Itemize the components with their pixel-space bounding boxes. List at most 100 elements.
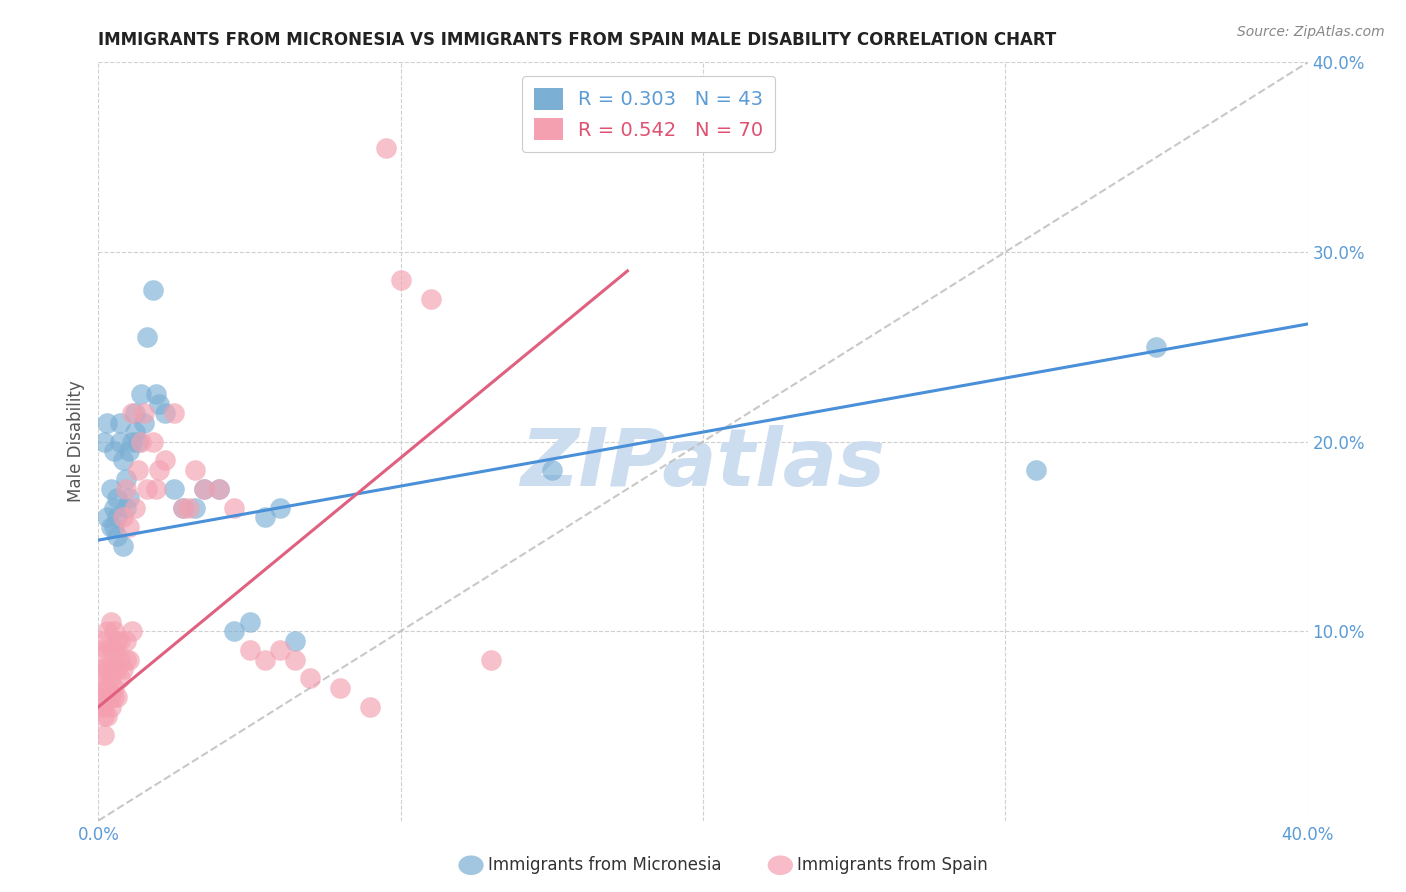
Point <box>105 510 128 524</box>
Point <box>114 473 136 487</box>
Point <box>103 662 125 676</box>
Point <box>96 624 118 639</box>
Point <box>93 699 115 714</box>
Point <box>269 500 291 515</box>
Point <box>124 406 146 420</box>
Point <box>420 293 443 307</box>
Point <box>389 273 412 287</box>
Point <box>118 444 141 458</box>
Text: Immigrants from Spain: Immigrants from Spain <box>797 856 988 874</box>
Point <box>108 652 131 666</box>
Point <box>93 662 115 676</box>
Point <box>108 672 131 686</box>
Point <box>481 652 503 666</box>
Point <box>121 406 143 420</box>
Text: Immigrants from Micronesia: Immigrants from Micronesia <box>488 856 721 874</box>
Point <box>103 444 125 458</box>
Point <box>105 662 128 676</box>
Point <box>124 500 146 515</box>
Point <box>145 387 167 401</box>
Point <box>118 520 141 534</box>
Point <box>100 699 122 714</box>
Point <box>93 633 115 648</box>
Point <box>284 652 307 666</box>
Point <box>329 681 352 695</box>
Point <box>239 643 262 657</box>
Point <box>163 482 186 496</box>
Point <box>114 633 136 648</box>
Point <box>111 510 134 524</box>
Point <box>96 643 118 657</box>
Point <box>90 643 112 657</box>
Point <box>114 652 136 666</box>
Point <box>1024 463 1046 477</box>
Point <box>148 396 170 410</box>
Point <box>299 672 322 686</box>
Point <box>96 681 118 695</box>
Point <box>103 643 125 657</box>
Point <box>103 681 125 695</box>
Point <box>90 681 112 695</box>
Point <box>127 463 149 477</box>
Point <box>100 482 122 496</box>
Point <box>100 520 122 534</box>
Point <box>105 491 128 506</box>
Point <box>103 690 125 705</box>
Point <box>105 690 128 705</box>
Point <box>193 482 215 496</box>
Point <box>90 699 112 714</box>
Point <box>108 434 131 449</box>
Point <box>132 406 155 420</box>
Point <box>96 690 118 705</box>
Point <box>540 463 562 477</box>
Point <box>135 330 157 344</box>
Point <box>114 500 136 515</box>
Point <box>111 539 134 553</box>
Point <box>239 615 262 629</box>
Point <box>184 463 207 477</box>
Point <box>284 633 307 648</box>
Y-axis label: Male Disability: Male Disability <box>66 381 84 502</box>
Point <box>360 699 382 714</box>
Point <box>93 728 115 742</box>
Point <box>121 434 143 449</box>
Point <box>129 434 152 449</box>
Point <box>135 482 157 496</box>
Point <box>269 643 291 657</box>
Point <box>184 500 207 515</box>
Point <box>118 491 141 506</box>
Point <box>100 672 122 686</box>
Point <box>111 662 134 676</box>
Point <box>142 283 165 297</box>
Point <box>172 500 194 515</box>
Point <box>142 434 165 449</box>
Point <box>96 662 118 676</box>
Point <box>208 482 231 496</box>
Text: IMMIGRANTS FROM MICRONESIA VS IMMIGRANTS FROM SPAIN MALE DISABILITY CORRELATION : IMMIGRANTS FROM MICRONESIA VS IMMIGRANTS… <box>98 31 1057 49</box>
Point <box>90 662 112 676</box>
Point <box>111 453 134 467</box>
Text: ZIPatlas: ZIPatlas <box>520 425 886 503</box>
Point <box>100 615 122 629</box>
Point <box>100 690 122 705</box>
Point <box>253 652 276 666</box>
Legend: R = 0.303   N = 43, R = 0.542   N = 70: R = 0.303 N = 43, R = 0.542 N = 70 <box>522 76 775 152</box>
Point <box>108 416 131 430</box>
Point <box>121 624 143 639</box>
Point <box>179 500 201 515</box>
Point <box>153 453 176 467</box>
Point <box>124 425 146 439</box>
Point <box>103 520 125 534</box>
Point <box>153 406 176 420</box>
Point <box>103 500 125 515</box>
Point <box>105 529 128 543</box>
Point <box>148 463 170 477</box>
Point <box>108 633 131 648</box>
Point <box>100 662 122 676</box>
Point <box>129 387 152 401</box>
Point <box>105 633 128 648</box>
Point <box>132 416 155 430</box>
Point <box>96 510 118 524</box>
Point <box>224 624 246 639</box>
Text: Source: ZipAtlas.com: Source: ZipAtlas.com <box>1237 25 1385 39</box>
